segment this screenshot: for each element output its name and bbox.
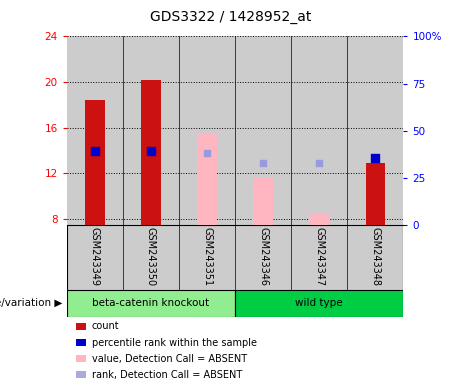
Bar xyxy=(347,225,403,290)
Bar xyxy=(197,133,217,225)
Text: GSM243349: GSM243349 xyxy=(90,227,100,286)
Bar xyxy=(254,178,273,225)
Bar xyxy=(141,80,161,225)
Bar xyxy=(67,290,235,317)
Bar xyxy=(123,36,179,225)
Point xyxy=(372,156,379,162)
Bar xyxy=(85,100,105,225)
Text: GSM243351: GSM243351 xyxy=(202,227,212,286)
Point xyxy=(147,147,154,154)
Text: GSM243348: GSM243348 xyxy=(370,227,380,286)
Text: rank, Detection Call = ABSENT: rank, Detection Call = ABSENT xyxy=(92,370,242,380)
Point xyxy=(91,147,99,154)
Text: GDS3322 / 1428952_at: GDS3322 / 1428952_at xyxy=(150,10,311,24)
Text: GSM243346: GSM243346 xyxy=(258,227,268,286)
Bar xyxy=(67,36,123,225)
Text: percentile rank within the sample: percentile rank within the sample xyxy=(92,338,257,348)
Bar xyxy=(291,36,347,225)
Bar xyxy=(309,214,329,225)
Bar xyxy=(179,225,235,290)
Point xyxy=(203,150,211,156)
Text: wild type: wild type xyxy=(296,298,343,308)
Bar xyxy=(235,290,403,317)
Text: beta-catenin knockout: beta-catenin knockout xyxy=(92,298,210,308)
Text: GSM243350: GSM243350 xyxy=(146,227,156,286)
Bar xyxy=(347,36,403,225)
Text: value, Detection Call = ABSENT: value, Detection Call = ABSENT xyxy=(92,354,247,364)
Text: count: count xyxy=(92,321,119,331)
Bar xyxy=(291,225,347,290)
Bar xyxy=(67,225,123,290)
Bar xyxy=(366,163,385,225)
Text: GSM243347: GSM243347 xyxy=(314,227,324,286)
Text: genotype/variation ▶: genotype/variation ▶ xyxy=(0,298,62,308)
Point xyxy=(260,160,267,166)
Bar xyxy=(235,36,291,225)
Bar xyxy=(179,36,235,225)
Bar xyxy=(123,225,179,290)
Point xyxy=(315,160,323,166)
Bar xyxy=(235,225,291,290)
